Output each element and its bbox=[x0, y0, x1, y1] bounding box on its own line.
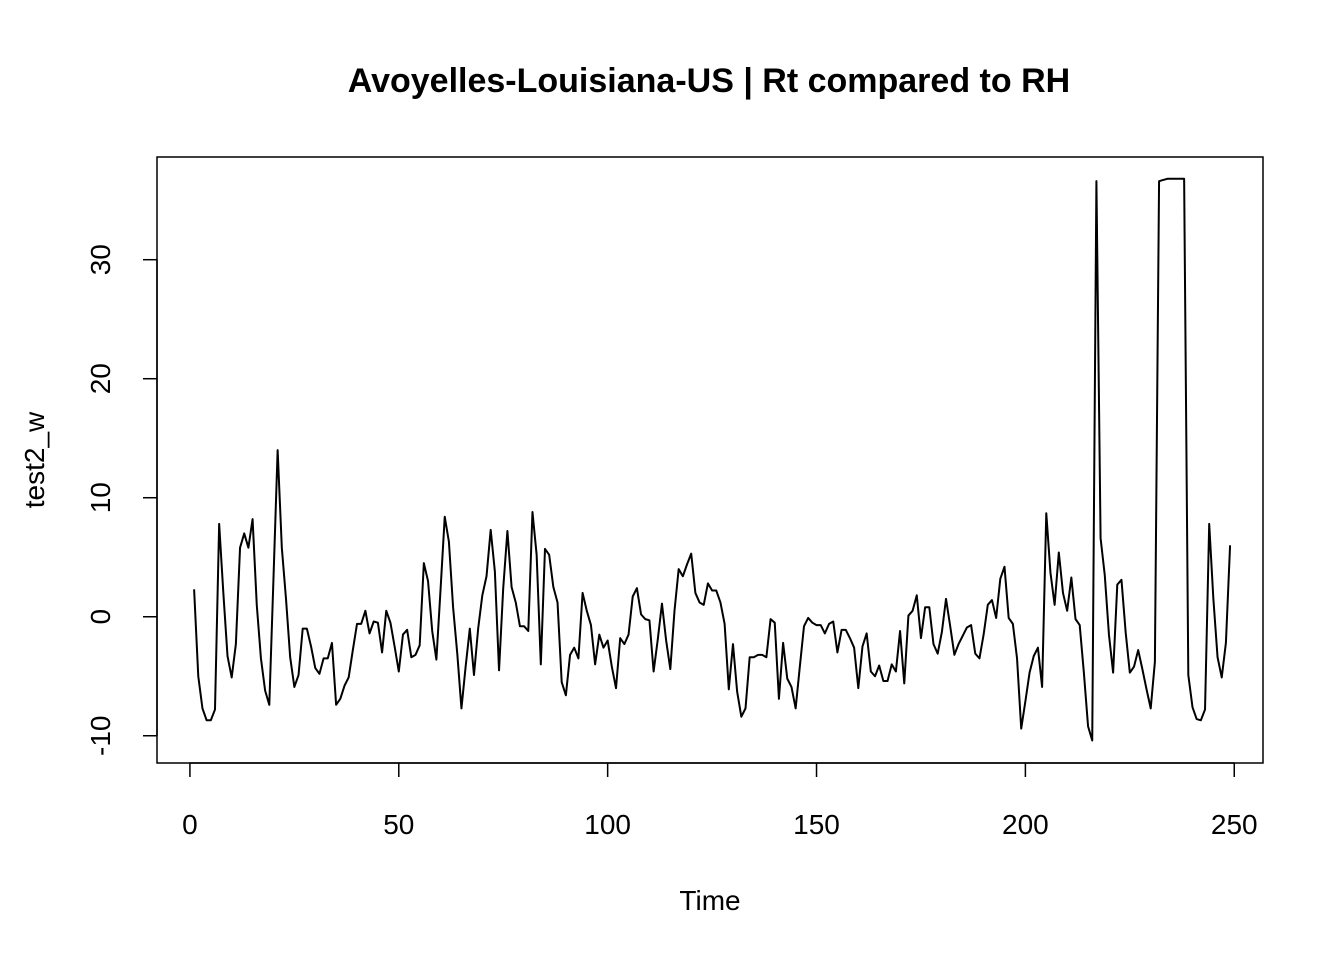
x-axis-label: Time bbox=[679, 885, 740, 916]
x-tick-label: 100 bbox=[584, 809, 631, 840]
series-line-0 bbox=[193, 177, 1232, 742]
chart-title: Avoyelles-Louisiana-US | Rt compared to … bbox=[348, 62, 1070, 100]
y-tick-label: 20 bbox=[85, 363, 116, 394]
y-tick-label: 0 bbox=[85, 609, 116, 625]
y-tick-label: -10 bbox=[85, 716, 116, 756]
x-axis: 0 50 100 150 200 250 bbox=[182, 762, 1258, 840]
y-axis-label: test2_w bbox=[19, 411, 50, 508]
x-tick-label: 0 bbox=[182, 809, 198, 840]
x-tick-label: 150 bbox=[793, 809, 840, 840]
series-layer bbox=[193, 177, 1232, 742]
y-tick-label: 10 bbox=[85, 482, 116, 513]
x-tick-label: 250 bbox=[1211, 809, 1258, 840]
y-axis: -10 0 10 20 30 bbox=[85, 244, 158, 756]
y-tick-label: 30 bbox=[85, 244, 116, 275]
x-tick-label: 200 bbox=[1002, 809, 1049, 840]
x-tick-label: 50 bbox=[383, 809, 414, 840]
